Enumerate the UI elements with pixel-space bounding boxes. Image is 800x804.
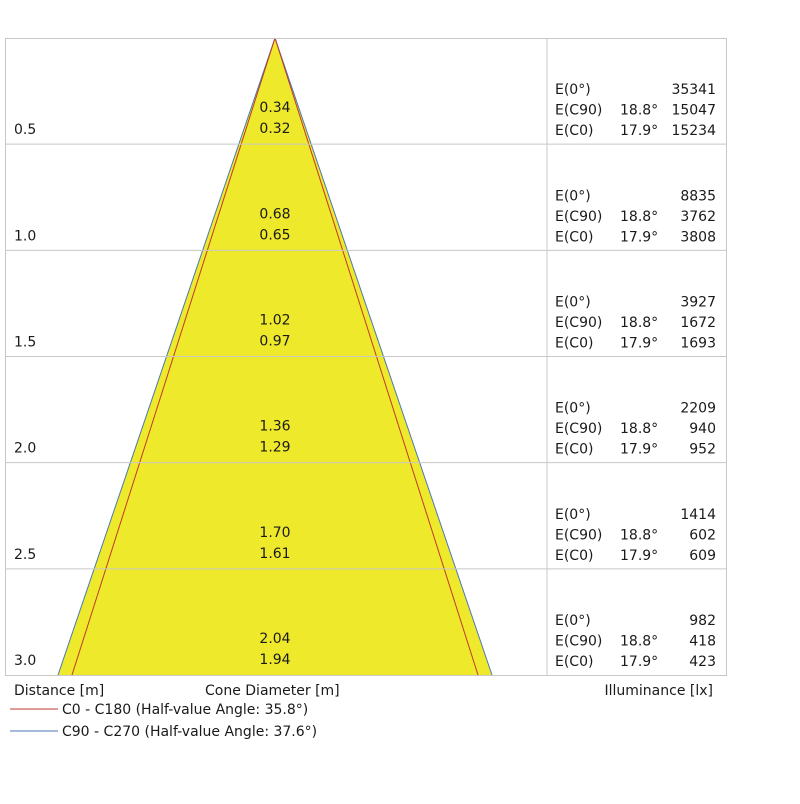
illuminance-value: 423 [689, 654, 716, 670]
illuminance-label: E(C0) [555, 336, 593, 352]
distance: 1.5 [14, 335, 36, 351]
diameter-c0: 1.94 [259, 652, 290, 668]
diameter-c90: 1.70 [259, 525, 290, 541]
legend-text: C90 - C270 (Half-value Angle: 37.6°) [62, 724, 317, 740]
illuminance-angle: 17.9° [620, 229, 658, 245]
illuminance-label: E(C90) [555, 209, 602, 225]
distance: 2.0 [14, 441, 36, 457]
illuminance-label: E(C90) [555, 527, 602, 543]
illuminance-value: 602 [689, 527, 716, 543]
illuminance-label: E(C90) [555, 634, 602, 650]
illuminance-label: E(0°) [555, 82, 591, 98]
illuminance-value: 609 [689, 548, 716, 564]
illuminance-angle: 18.8° [620, 103, 658, 119]
illuminance-header: Illuminance [lx] [605, 683, 714, 699]
illuminance-angle: 18.8° [620, 421, 658, 437]
distance: 0.5 [14, 122, 36, 138]
illuminance-label: E(C0) [555, 654, 593, 670]
illuminance-label: E(0°) [555, 188, 591, 204]
illuminance-value: 8835 [680, 188, 716, 204]
illuminance-angle: 17.9° [620, 548, 658, 564]
illuminance-label: E(C0) [555, 123, 593, 139]
diameter-c90: 1.36 [259, 419, 290, 435]
illuminance-value: 3927 [680, 295, 716, 311]
illuminance-value: 952 [689, 442, 716, 458]
diameter-c90: 0.68 [259, 206, 290, 222]
diameter-c0: 1.29 [259, 440, 290, 456]
illuminance-value: 2209 [680, 401, 716, 417]
illuminance-label: E(C0) [555, 548, 593, 564]
illuminance-label: E(C90) [555, 421, 602, 437]
illuminance-value: 418 [689, 634, 716, 650]
diameter-c90: 0.34 [259, 100, 290, 116]
diameter-c0: 0.32 [259, 121, 290, 137]
legend-text: C0 - C180 (Half-value Angle: 35.8°) [62, 702, 308, 718]
illuminance-angle: 17.9° [620, 442, 658, 458]
distance: 2.5 [14, 547, 36, 563]
illuminance-label: E(C90) [555, 103, 602, 119]
illuminance-label: E(0°) [555, 507, 591, 523]
illuminance-angle: 17.9° [620, 336, 658, 352]
illuminance-angle: 18.8° [620, 634, 658, 650]
illuminance-value: 15047 [671, 103, 716, 119]
illuminance-label: E(C0) [555, 442, 593, 458]
illuminance-angle: 17.9° [620, 654, 658, 670]
illuminance-angle: 18.8° [620, 315, 658, 331]
illuminance-label: E(0°) [555, 613, 591, 629]
illuminance-value: 1693 [680, 336, 716, 352]
illuminance-angle: 18.8° [620, 209, 658, 225]
diameter-c90: 2.04 [259, 631, 290, 647]
illuminance-label: E(0°) [555, 401, 591, 417]
diameter-c0: 1.61 [259, 546, 290, 562]
diameter-c0: 0.97 [259, 334, 290, 350]
illuminance-value: 15234 [671, 123, 716, 139]
diameter-c0: 0.65 [259, 227, 290, 243]
illuminance-label: E(C0) [555, 229, 593, 245]
illuminance-label: E(0°) [555, 295, 591, 311]
illuminance-value: 3808 [680, 229, 716, 245]
distance: 3.0 [14, 653, 36, 669]
illuminance-value: 940 [689, 421, 716, 437]
illuminance-value: 35341 [671, 82, 716, 98]
illuminance-value: 982 [689, 613, 716, 629]
illuminance-angle: 18.8° [620, 527, 658, 543]
diameter-header: Cone Diameter [m] [205, 683, 340, 699]
distance-header: Distance [m] [14, 683, 104, 699]
illuminance-value: 3762 [680, 209, 716, 225]
illuminance-label: E(C90) [555, 315, 602, 331]
distance: 1.0 [14, 228, 36, 244]
illuminance-value: 1672 [680, 315, 716, 331]
illuminance-angle: 17.9° [620, 123, 658, 139]
illuminance-value: 1414 [680, 507, 716, 523]
diameter-c90: 1.02 [259, 313, 290, 329]
